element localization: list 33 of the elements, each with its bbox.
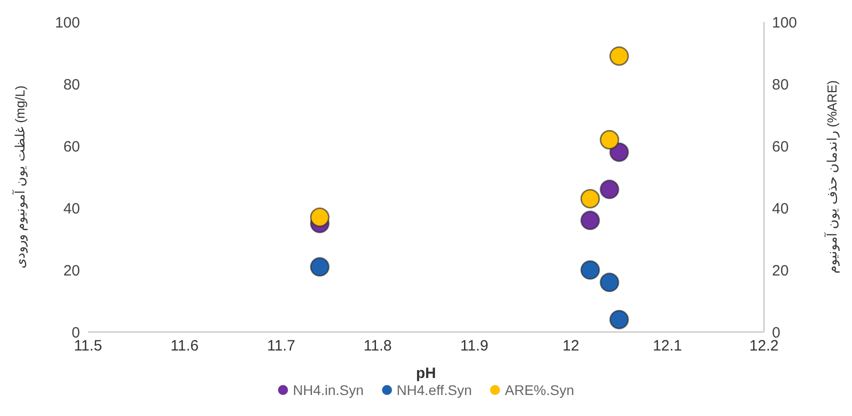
- y2-tick-label: 100: [772, 14, 798, 32]
- point: [600, 130, 620, 150]
- x-tick-label: 11.9: [460, 338, 488, 355]
- y-axis-title: غلظت یون آمونیوم ورودی (mg/L): [12, 85, 29, 269]
- x-tick-label: 11.8: [364, 338, 392, 355]
- point: [310, 257, 330, 277]
- point: [310, 208, 330, 228]
- legend-label: NH4.eff.Syn: [396, 382, 472, 398]
- y2-tick-label: 40: [772, 200, 789, 218]
- point: [600, 272, 620, 292]
- x-tick-label: 11.6: [170, 338, 199, 355]
- y2-tick-label: 60: [772, 138, 789, 156]
- y-tick-label: 20: [63, 262, 80, 280]
- legend-label: NH4.in.Syn: [292, 382, 364, 398]
- point: [580, 188, 600, 208]
- point: [580, 260, 600, 280]
- point: [609, 46, 629, 66]
- y2-tick-label: 20: [772, 262, 789, 280]
- y-tick-label: 100: [54, 14, 80, 32]
- point: [609, 310, 629, 330]
- legend-label: ARE%.Syn: [504, 382, 574, 398]
- y-tick-label: 60: [63, 138, 80, 156]
- x-tick-label: 12: [562, 338, 580, 355]
- point: [609, 142, 629, 162]
- y2-axis-title: راندمان حذف یون آمونیوم (%ARE): [824, 80, 841, 274]
- point: [580, 210, 600, 230]
- point: [600, 180, 620, 200]
- x-axis-title: pH: [416, 365, 436, 382]
- y-tick-label: 80: [63, 76, 80, 94]
- y-tick-label: 40: [63, 200, 80, 218]
- x-tick-label: 11.7: [267, 338, 296, 355]
- y2-tick-label: 80: [772, 76, 789, 94]
- x-tick-label: 12.1: [652, 338, 682, 355]
